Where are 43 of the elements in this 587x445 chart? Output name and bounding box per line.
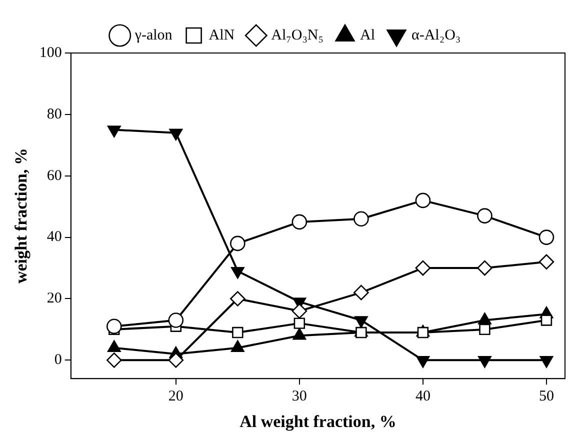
legend-label: α-Al₂O₃: [411, 27, 461, 44]
point: [294, 318, 306, 329]
point: [232, 326, 244, 338]
legend-label: Al: [360, 27, 375, 44]
point: [354, 211, 369, 227]
point: [415, 192, 431, 208]
x-tick-label: 20: [168, 388, 184, 405]
point: [292, 214, 308, 230]
point: [169, 128, 183, 141]
y-axis-title: weight fraction, %: [12, 148, 31, 284]
y-tick-label: 40: [46, 229, 62, 246]
point: [230, 291, 246, 306]
point: [415, 260, 431, 276]
point: [230, 236, 246, 252]
point: [540, 314, 552, 326]
point: [107, 340, 121, 352]
point: [478, 312, 492, 324]
point: [356, 326, 367, 338]
point: [477, 208, 492, 224]
point: [477, 260, 492, 276]
legend-label: Al₇O₃N₅: [271, 27, 324, 44]
point: [106, 352, 122, 368]
point: [292, 328, 306, 340]
point: [230, 340, 244, 352]
point: [292, 303, 308, 319]
x-tick-label: 40: [415, 388, 430, 405]
x-tick-label: 50: [538, 388, 554, 405]
point: [354, 284, 369, 300]
legend-label: γ-alon: [134, 27, 173, 44]
y-tick-label: 100: [39, 44, 62, 61]
x-axis-title: Al weight fraction, %: [240, 412, 396, 432]
legend-label: AlN: [208, 27, 235, 44]
y-tick-label: 60: [46, 168, 62, 184]
point: [168, 352, 184, 368]
x-tick-label: 30: [292, 388, 307, 405]
y-tick-label: 0: [54, 352, 62, 368]
point: [479, 324, 490, 336]
y-tick-label: 20: [46, 290, 62, 307]
point: [538, 254, 554, 270]
point: [538, 230, 554, 245]
y-tick-label: 80: [46, 106, 62, 122]
point: [107, 126, 121, 138]
point: [168, 312, 184, 328]
